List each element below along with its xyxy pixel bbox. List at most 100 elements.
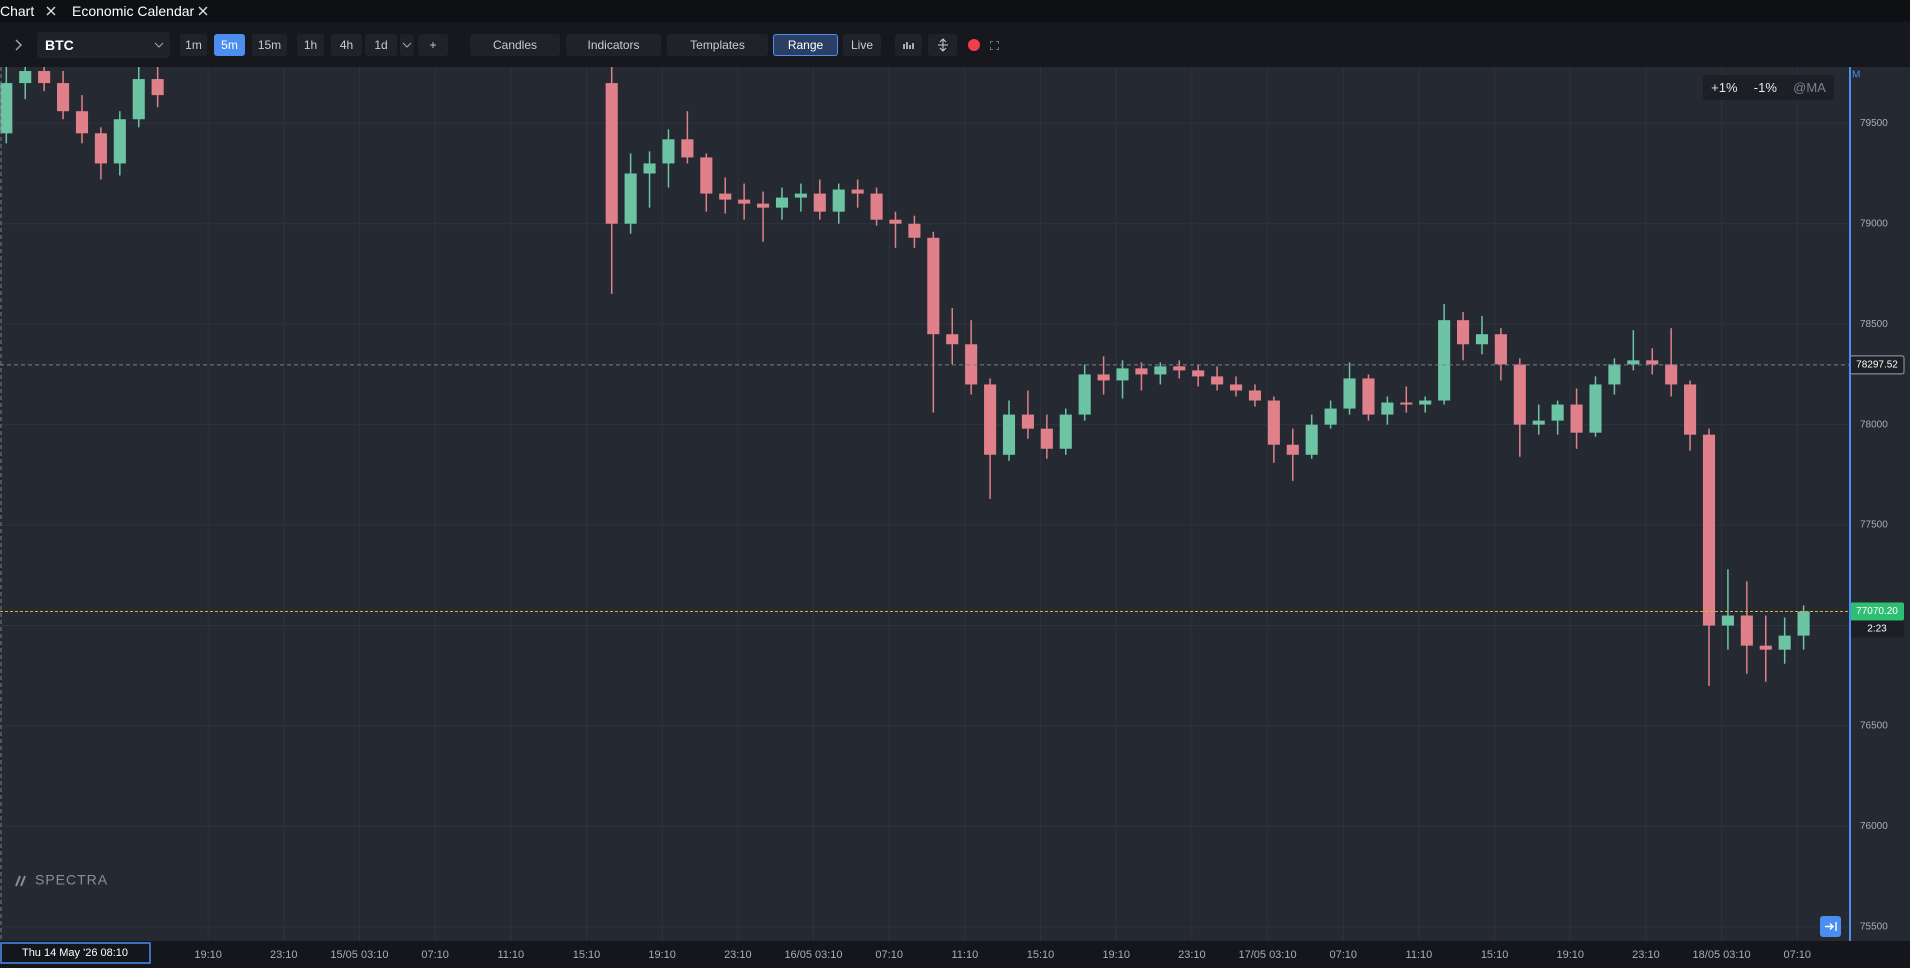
x-tick-label: 23:10 <box>270 949 298 961</box>
candle-body <box>984 384 997 455</box>
candle-body <box>1457 320 1470 345</box>
interval-more[interactable] <box>400 34 414 56</box>
y-tick-label: 79000 <box>1860 218 1888 229</box>
y-tick-label: 78000 <box>1860 419 1888 430</box>
toolbar-button[interactable]: Candles <box>470 34 560 56</box>
candle-body <box>643 163 656 174</box>
x-tick-label: 11:10 <box>952 949 979 961</box>
x-tick-label: 11:10 <box>497 949 524 961</box>
candle-body <box>113 119 126 164</box>
candle-body <box>1627 360 1640 365</box>
y-tick-label: 78500 <box>1860 319 1888 330</box>
x-tick-label: 23:10 <box>724 949 752 961</box>
candle-body <box>1438 320 1451 401</box>
x-tick-label: 07:10 <box>875 949 903 961</box>
candle-body <box>1721 615 1734 626</box>
candle-body <box>813 193 826 212</box>
interval-button[interactable]: 15m <box>252 34 287 56</box>
candle-body <box>57 83 70 112</box>
candle-body <box>965 344 978 385</box>
expand[interactable] <box>13 39 23 51</box>
crosshair-time: Thu 14 May '26 08:10 <box>22 947 128 959</box>
candle-body <box>1154 366 1167 375</box>
candle-body <box>1362 378 1375 415</box>
candle-body <box>1305 424 1318 455</box>
add-interval[interactable]: + <box>418 34 448 56</box>
quick-button[interactable]: +1% <box>1711 80 1738 95</box>
interval-button[interactable]: 1m <box>180 34 207 56</box>
quick-button[interactable]: -1% <box>1753 80 1777 95</box>
x-tick-label: 15:10 <box>1027 949 1055 961</box>
candle-body <box>132 79 145 120</box>
candle-body <box>94 133 107 164</box>
toolbar-button[interactable]: Templates <box>667 34 768 56</box>
candle-body <box>1002 414 1016 455</box>
candle-body <box>1192 370 1205 377</box>
toolbar-button[interactable]: Indicators <box>566 34 661 56</box>
fullscreen[interactable] <box>990 41 999 50</box>
interval-button[interactable]: 1h <box>297 34 324 56</box>
candle-body <box>1570 404 1583 433</box>
quick-button[interactable]: @MA <box>1793 80 1826 95</box>
plot-bg <box>0 67 1849 941</box>
x-tick-label: 19:10 <box>1102 949 1130 961</box>
candle-body <box>1551 404 1564 421</box>
candle-body <box>19 71 32 84</box>
candle-body <box>1400 402 1413 405</box>
candle-body <box>1211 376 1224 385</box>
candle-body <box>1229 384 1243 391</box>
candle-body <box>1173 366 1186 371</box>
record[interactable] <box>967 38 981 52</box>
symbol-select[interactable]: BTC <box>37 32 170 58</box>
y-tick-label: 75500 <box>1860 922 1888 933</box>
x-tick-label: 15/05 03:10 <box>330 949 388 961</box>
chart-icon[interactable] <box>895 34 922 56</box>
x-tick-label: 07:10 <box>1784 949 1812 961</box>
tab[interactable]: Chart <box>0 3 35 19</box>
y-tick-label: 76500 <box>1860 721 1888 732</box>
x-tick-label: 15:10 <box>1481 949 1509 961</box>
candle-body <box>1021 414 1034 429</box>
crosshair-time-tag <box>0 942 151 964</box>
candle-body <box>1324 408 1337 425</box>
time-axis-bg <box>0 941 1910 968</box>
axis-mode[interactable]: M <box>1852 70 1860 81</box>
x-tick-label: 19:10 <box>194 949 222 961</box>
last-price-tag <box>1850 602 1904 621</box>
candle-body <box>1419 400 1432 405</box>
x-tick-label: 07:10 <box>421 949 449 961</box>
candle-body <box>38 71 51 84</box>
candle-body <box>151 79 164 96</box>
candle-body <box>1740 615 1753 646</box>
measure-icon[interactable] <box>928 34 957 56</box>
tab-bar: Chart Economic Calendar <box>0 0 1910 22</box>
toolbar-button[interactable]: Range <box>773 34 838 56</box>
interval-button[interactable]: 1d <box>365 34 397 56</box>
tab-close[interactable] <box>46 6 56 16</box>
candle-body <box>605 83 618 224</box>
candle-body <box>908 223 921 238</box>
candle-body <box>1684 384 1697 435</box>
candle-body <box>1532 420 1545 425</box>
candle-body <box>700 157 713 194</box>
interval-button[interactable]: 5m <box>214 34 245 56</box>
candle-body <box>1116 368 1129 381</box>
tab-close[interactable] <box>198 6 208 16</box>
candle-body <box>1778 635 1791 650</box>
candle-body <box>1494 334 1507 365</box>
symbol: BTC <box>45 37 74 53</box>
x-tick-label: 19:10 <box>1556 949 1584 961</box>
price-axis-bg <box>1849 67 1910 941</box>
candle-body <box>1665 364 1678 385</box>
toolbar-button[interactable]: Live <box>843 34 881 56</box>
candle-body <box>1475 334 1489 345</box>
interval-button[interactable]: 4h <box>331 34 362 56</box>
y-tick-label: 77500 <box>1860 520 1888 531</box>
candle-body <box>1097 374 1110 381</box>
tab[interactable]: Economic Calendar <box>72 3 195 19</box>
candle-body <box>1078 374 1091 415</box>
toolbar: BTC + 1m 5m 15m 1h 4h 1d Candles Indicators Temp… <box>0 22 1910 67</box>
candle-body <box>1797 611 1810 636</box>
